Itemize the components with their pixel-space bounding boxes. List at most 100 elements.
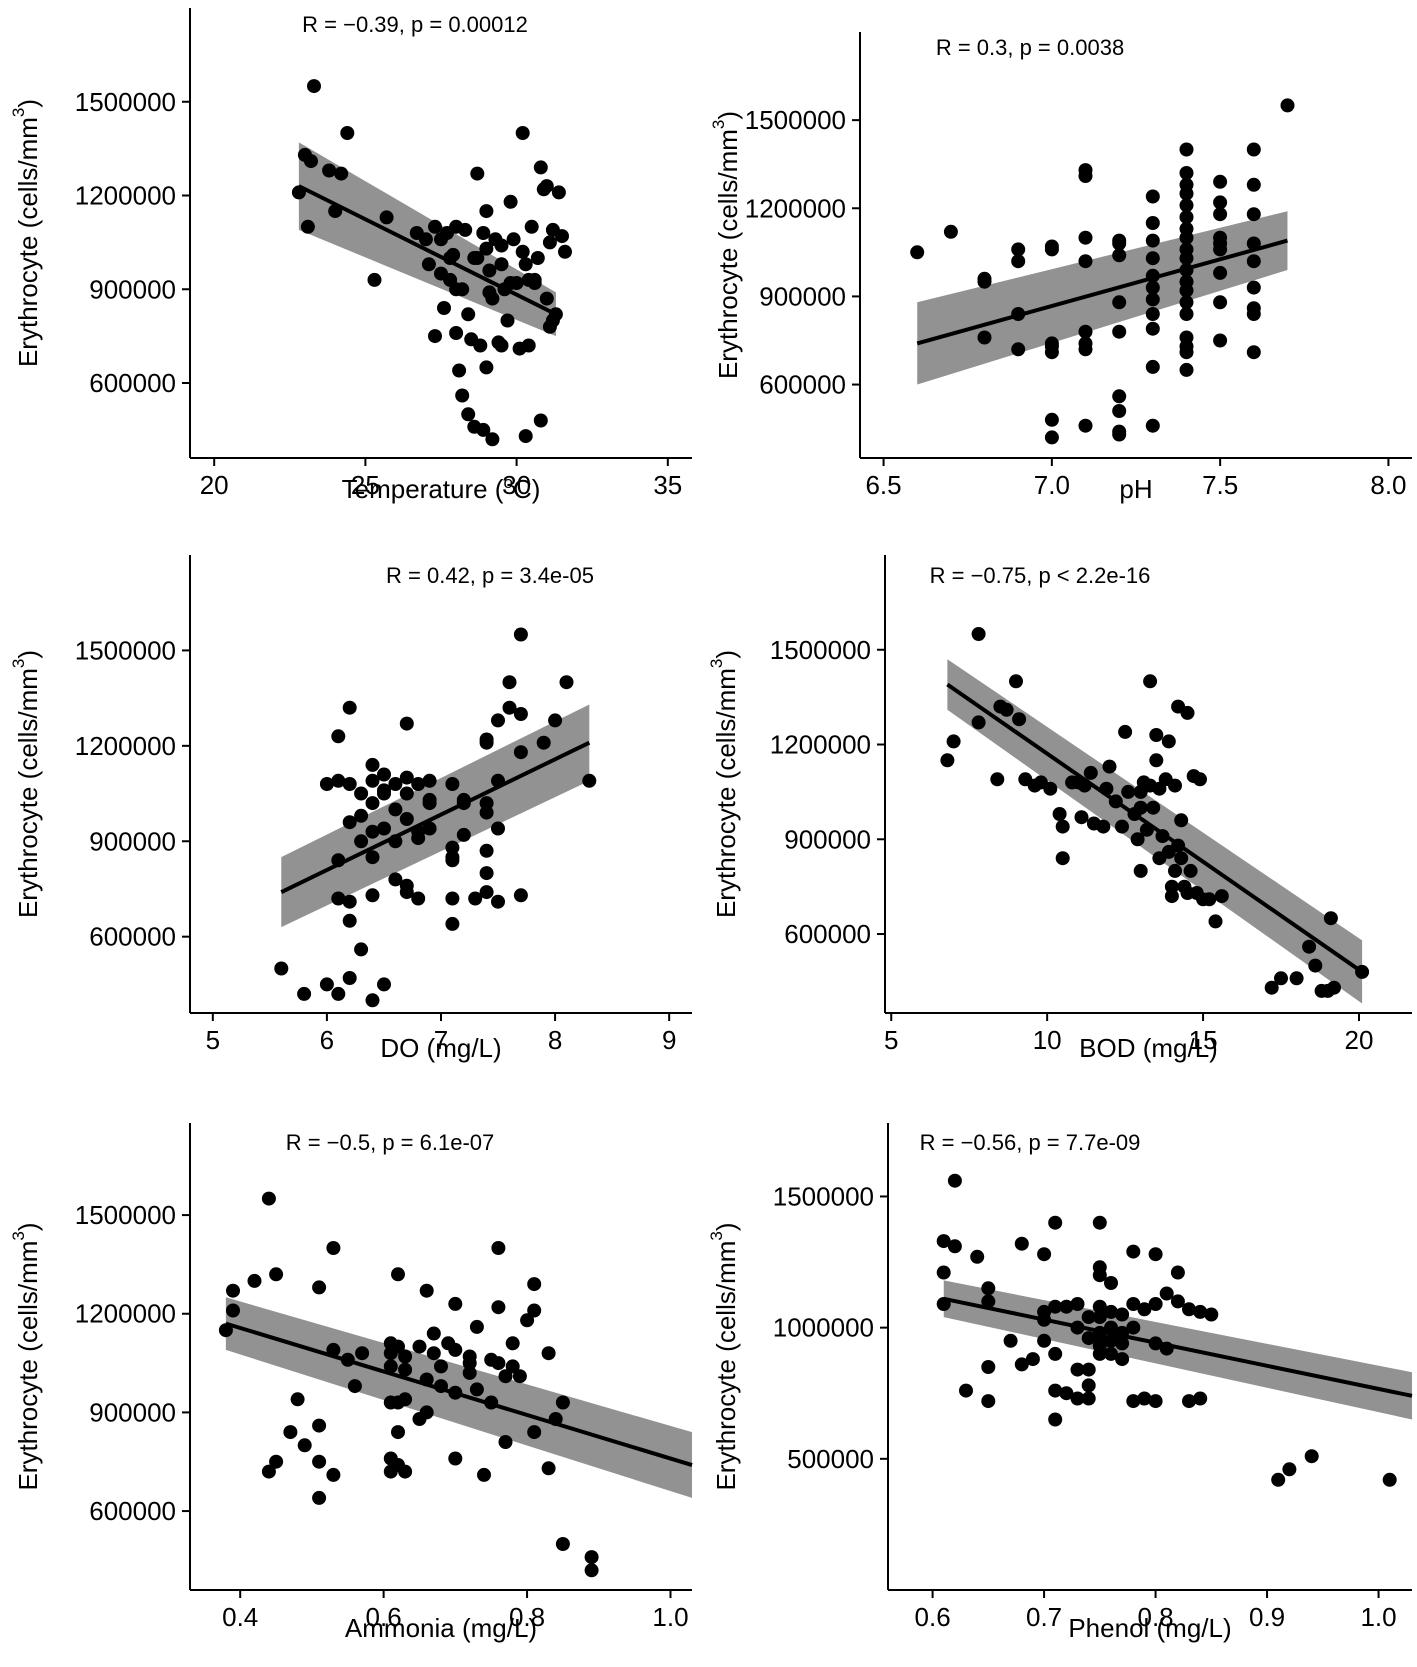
data-point: [365, 824, 380, 839]
data-point: [947, 1173, 962, 1188]
x-tick-label: 25: [351, 470, 380, 500]
data-point: [548, 713, 563, 728]
x-tick-label: 1.0: [1360, 1602, 1396, 1632]
data-point: [448, 1451, 463, 1466]
data-point: [1149, 753, 1164, 768]
data-point: [1264, 980, 1279, 995]
y-axis-title: Erythrocyte (cells/mm3): [709, 111, 742, 379]
data-point: [502, 700, 517, 715]
data-point: [513, 627, 528, 642]
data-point: [456, 827, 471, 842]
data-point: [342, 913, 357, 928]
data-point: [505, 1336, 520, 1351]
data-point: [539, 179, 554, 194]
chart-do: 600000 900000 1200000 1500000 5 6 7 8 9 DO (mg/L)…: [9, 555, 692, 1063]
data-point: [1179, 251, 1194, 266]
data-point: [1193, 1304, 1208, 1319]
data-point: [1143, 674, 1158, 689]
data-point: [455, 282, 470, 297]
data-point: [1044, 345, 1059, 360]
data-point: [354, 834, 369, 849]
data-point: [1246, 307, 1261, 321]
x-tick-label: 0.8: [1137, 1602, 1173, 1632]
data-point: [513, 888, 528, 903]
data-point: [1133, 800, 1148, 815]
data-point: [479, 204, 494, 219]
data-point: [943, 224, 958, 239]
data-point: [1204, 1307, 1219, 1322]
y-tick-label: 900000: [89, 1397, 176, 1427]
data-point: [398, 1464, 413, 1479]
data-point: [1115, 819, 1129, 834]
y-tick-label: 1500000: [75, 1200, 176, 1230]
data-point: [970, 1249, 985, 1264]
data-point: [411, 831, 426, 846]
data-point: [503, 194, 518, 209]
data-point: [411, 777, 426, 791]
data-point: [354, 808, 369, 823]
data-point: [470, 251, 485, 265]
data-point: [959, 1383, 973, 1398]
data-point: [226, 1283, 240, 1298]
data-point: [399, 885, 414, 900]
data-point: [1078, 230, 1093, 245]
x-tick-label: 0.6: [915, 1602, 951, 1632]
data-point: [1179, 210, 1194, 225]
data-point: [1145, 251, 1160, 266]
data-point: [491, 1241, 506, 1255]
data-point: [1213, 265, 1228, 280]
data-point: [1182, 1302, 1196, 1317]
data-point: [1137, 1302, 1152, 1317]
data-point: [452, 363, 467, 378]
data-point: [533, 413, 548, 428]
data-point: [1152, 851, 1167, 866]
data-point: [1126, 1244, 1141, 1259]
data-point: [977, 274, 992, 289]
data-point: [331, 986, 346, 1001]
data-point: [470, 166, 485, 181]
x-axis-title: BOD (mg/L): [1079, 1033, 1218, 1063]
data-point: [494, 338, 509, 353]
x-tick-label: 6.5: [865, 470, 901, 500]
data-point: [1126, 1394, 1141, 1409]
data-point: [533, 160, 548, 175]
data-point: [1323, 911, 1338, 926]
data-point: [377, 977, 391, 992]
data-point: [1193, 1391, 1208, 1406]
data-point: [559, 675, 574, 690]
x-tick-label: 1.0: [652, 1602, 688, 1632]
x-axis-title: pH: [1119, 474, 1152, 504]
regression-line: [943, 1296, 1413, 1398]
data-point: [365, 757, 380, 772]
regression-line: [916, 238, 1288, 346]
y-axis-title: Erythrocyte (cells/mm3): [9, 1222, 42, 1490]
data-point: [503, 276, 518, 290]
data-point: [1208, 914, 1223, 929]
data-point: [513, 745, 528, 760]
data-point: [506, 232, 521, 247]
data-point: [558, 244, 572, 259]
data-point: [462, 1365, 477, 1380]
x-axis-title: Ammonia (mg/L): [345, 1613, 537, 1643]
data-point: [1327, 980, 1341, 995]
data-point: [1246, 177, 1261, 192]
data-point: [1213, 242, 1228, 257]
data-point: [342, 700, 357, 715]
data-point: [226, 1303, 240, 1318]
data-point: [261, 1191, 276, 1206]
data-point: [261, 1464, 276, 1479]
data-point: [1078, 418, 1093, 433]
data-point: [377, 767, 391, 782]
data-point: [1161, 734, 1176, 749]
data-point: [1302, 939, 1317, 954]
y-tick-label: 600000: [89, 922, 176, 952]
y-tick-label: 900000: [89, 826, 176, 856]
data-point: [398, 1362, 413, 1377]
data-point: [1003, 1333, 1018, 1348]
data-point: [555, 1537, 570, 1551]
data-point: [1179, 307, 1194, 321]
data-point: [542, 235, 557, 250]
data-point: [398, 1349, 413, 1364]
y-tick-label: 600000: [89, 1496, 176, 1526]
data-point: [1213, 333, 1228, 348]
